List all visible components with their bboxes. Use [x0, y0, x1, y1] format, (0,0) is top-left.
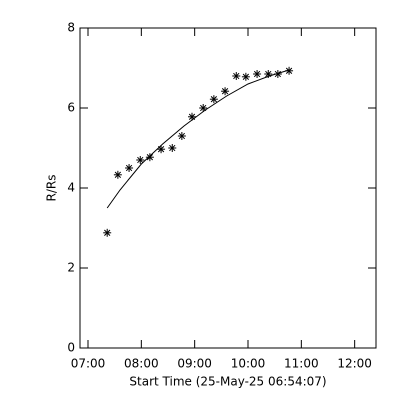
y-tick-label: 8: [67, 21, 75, 35]
asterisk-stroke: [104, 229, 111, 236]
y-tick-label: 6: [67, 101, 75, 115]
asterisk-stroke: [188, 113, 196, 120]
plot-frame: [79, 27, 377, 349]
x-tick-label: 08:00: [124, 357, 159, 371]
asterisk-marker: [168, 144, 177, 152]
asterisk-stroke: [137, 156, 144, 164]
asterisk-marker: [125, 164, 134, 172]
asterisk-marker: [103, 228, 112, 237]
fit-line: [106, 69, 290, 209]
asterisk-marker: [209, 95, 218, 104]
asterisk-stroke: [221, 88, 229, 95]
asterisk-stroke: [178, 132, 186, 140]
asterisk-marker: [232, 72, 241, 80]
asterisk-marker: [241, 72, 250, 81]
x-tick-label: 12:00: [337, 357, 372, 371]
asterisk-stroke: [210, 96, 218, 103]
x-axis-label: Start Time (25-May-25 06:54:07): [129, 375, 326, 389]
asterisk-stroke: [242, 73, 250, 80]
asterisk-stroke: [200, 104, 207, 112]
asterisk-marker: [199, 104, 208, 112]
asterisk-stroke: [146, 154, 154, 161]
asterisk-stroke: [125, 164, 133, 172]
y-axis-label: R/Rs: [45, 175, 59, 202]
asterisk-marker: [145, 153, 154, 162]
x-tick-label: 09:00: [177, 357, 212, 371]
asterisk-marker: [113, 170, 122, 179]
asterisk-marker: [253, 70, 262, 78]
asterisk-stroke: [274, 70, 282, 78]
asterisk-marker: [177, 132, 186, 140]
asterisk-stroke: [253, 70, 261, 78]
asterisk-marker: [136, 156, 145, 164]
asterisk-stroke: [157, 146, 165, 153]
x-tick-label: 11:00: [284, 357, 319, 371]
y-tick-label: 4: [67, 181, 75, 195]
asterisk-stroke: [114, 171, 122, 178]
asterisk-stroke: [285, 67, 293, 74]
asterisk-stroke: [233, 72, 240, 80]
x-tick-label: 07:00: [71, 357, 106, 371]
y-tick-label: 2: [67, 261, 75, 275]
asterisk-stroke: [169, 144, 176, 152]
y-tick-label: 0: [67, 341, 75, 355]
asterisk-stroke: [265, 70, 272, 78]
x-tick-label: 10:00: [231, 357, 266, 371]
asterisk-marker: [157, 145, 166, 154]
asterisk-marker: [221, 87, 230, 96]
